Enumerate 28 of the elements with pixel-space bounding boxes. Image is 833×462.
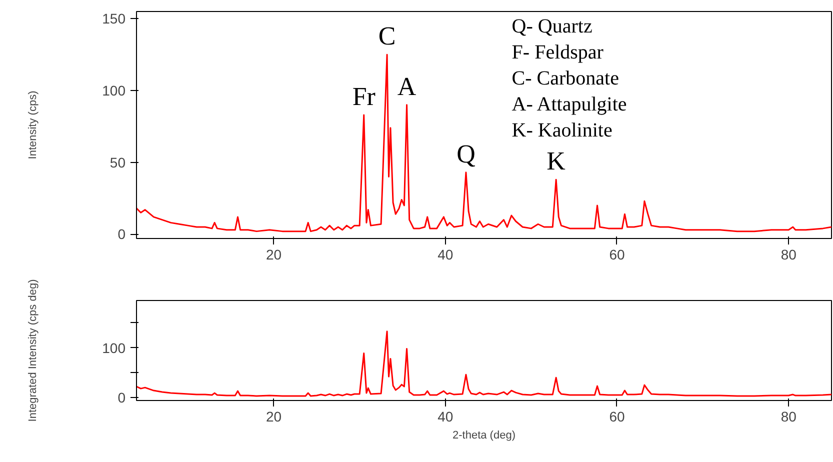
y-axis-title: Integrated Intensity (cps deg) bbox=[27, 279, 40, 422]
y-tick-label: 100 bbox=[102, 82, 126, 99]
annotation: K- Kaolinite bbox=[512, 120, 612, 142]
y-tick-label: 50 bbox=[110, 154, 126, 170]
annotation: Q bbox=[456, 139, 476, 168]
x-axis-title: 2-theta (deg) bbox=[452, 430, 516, 442]
annotation: F- Feldspar bbox=[512, 42, 604, 64]
y-tick-label: 0 bbox=[118, 390, 126, 406]
annotation: C- Carbonate bbox=[512, 68, 620, 90]
x-tick-label: 20 bbox=[266, 246, 282, 262]
x-tick-label: 40 bbox=[438, 408, 454, 424]
annotation: Fr bbox=[352, 82, 376, 111]
annotation: A bbox=[397, 72, 416, 101]
x-tick-label: 40 bbox=[438, 246, 454, 262]
annotation: A- Attapulgite bbox=[512, 94, 627, 116]
x-tick-label: 20 bbox=[266, 408, 282, 424]
y-axis-title: Intensity (cps) bbox=[27, 90, 40, 160]
x-tick-label: 80 bbox=[780, 246, 797, 262]
line-series bbox=[136, 330, 832, 397]
y-tick-label: 0 bbox=[118, 226, 126, 242]
y-tick-label: 100 bbox=[102, 340, 126, 356]
x-tick-label: 60 bbox=[609, 246, 625, 262]
annotation: K bbox=[546, 146, 566, 176]
y-tick-label: 150 bbox=[102, 10, 126, 27]
x-tick-label: 80 bbox=[780, 408, 797, 424]
x-tick-label: 60 bbox=[609, 408, 625, 424]
annotation: Q- Quartz bbox=[512, 16, 592, 38]
annotation: C bbox=[378, 22, 396, 51]
